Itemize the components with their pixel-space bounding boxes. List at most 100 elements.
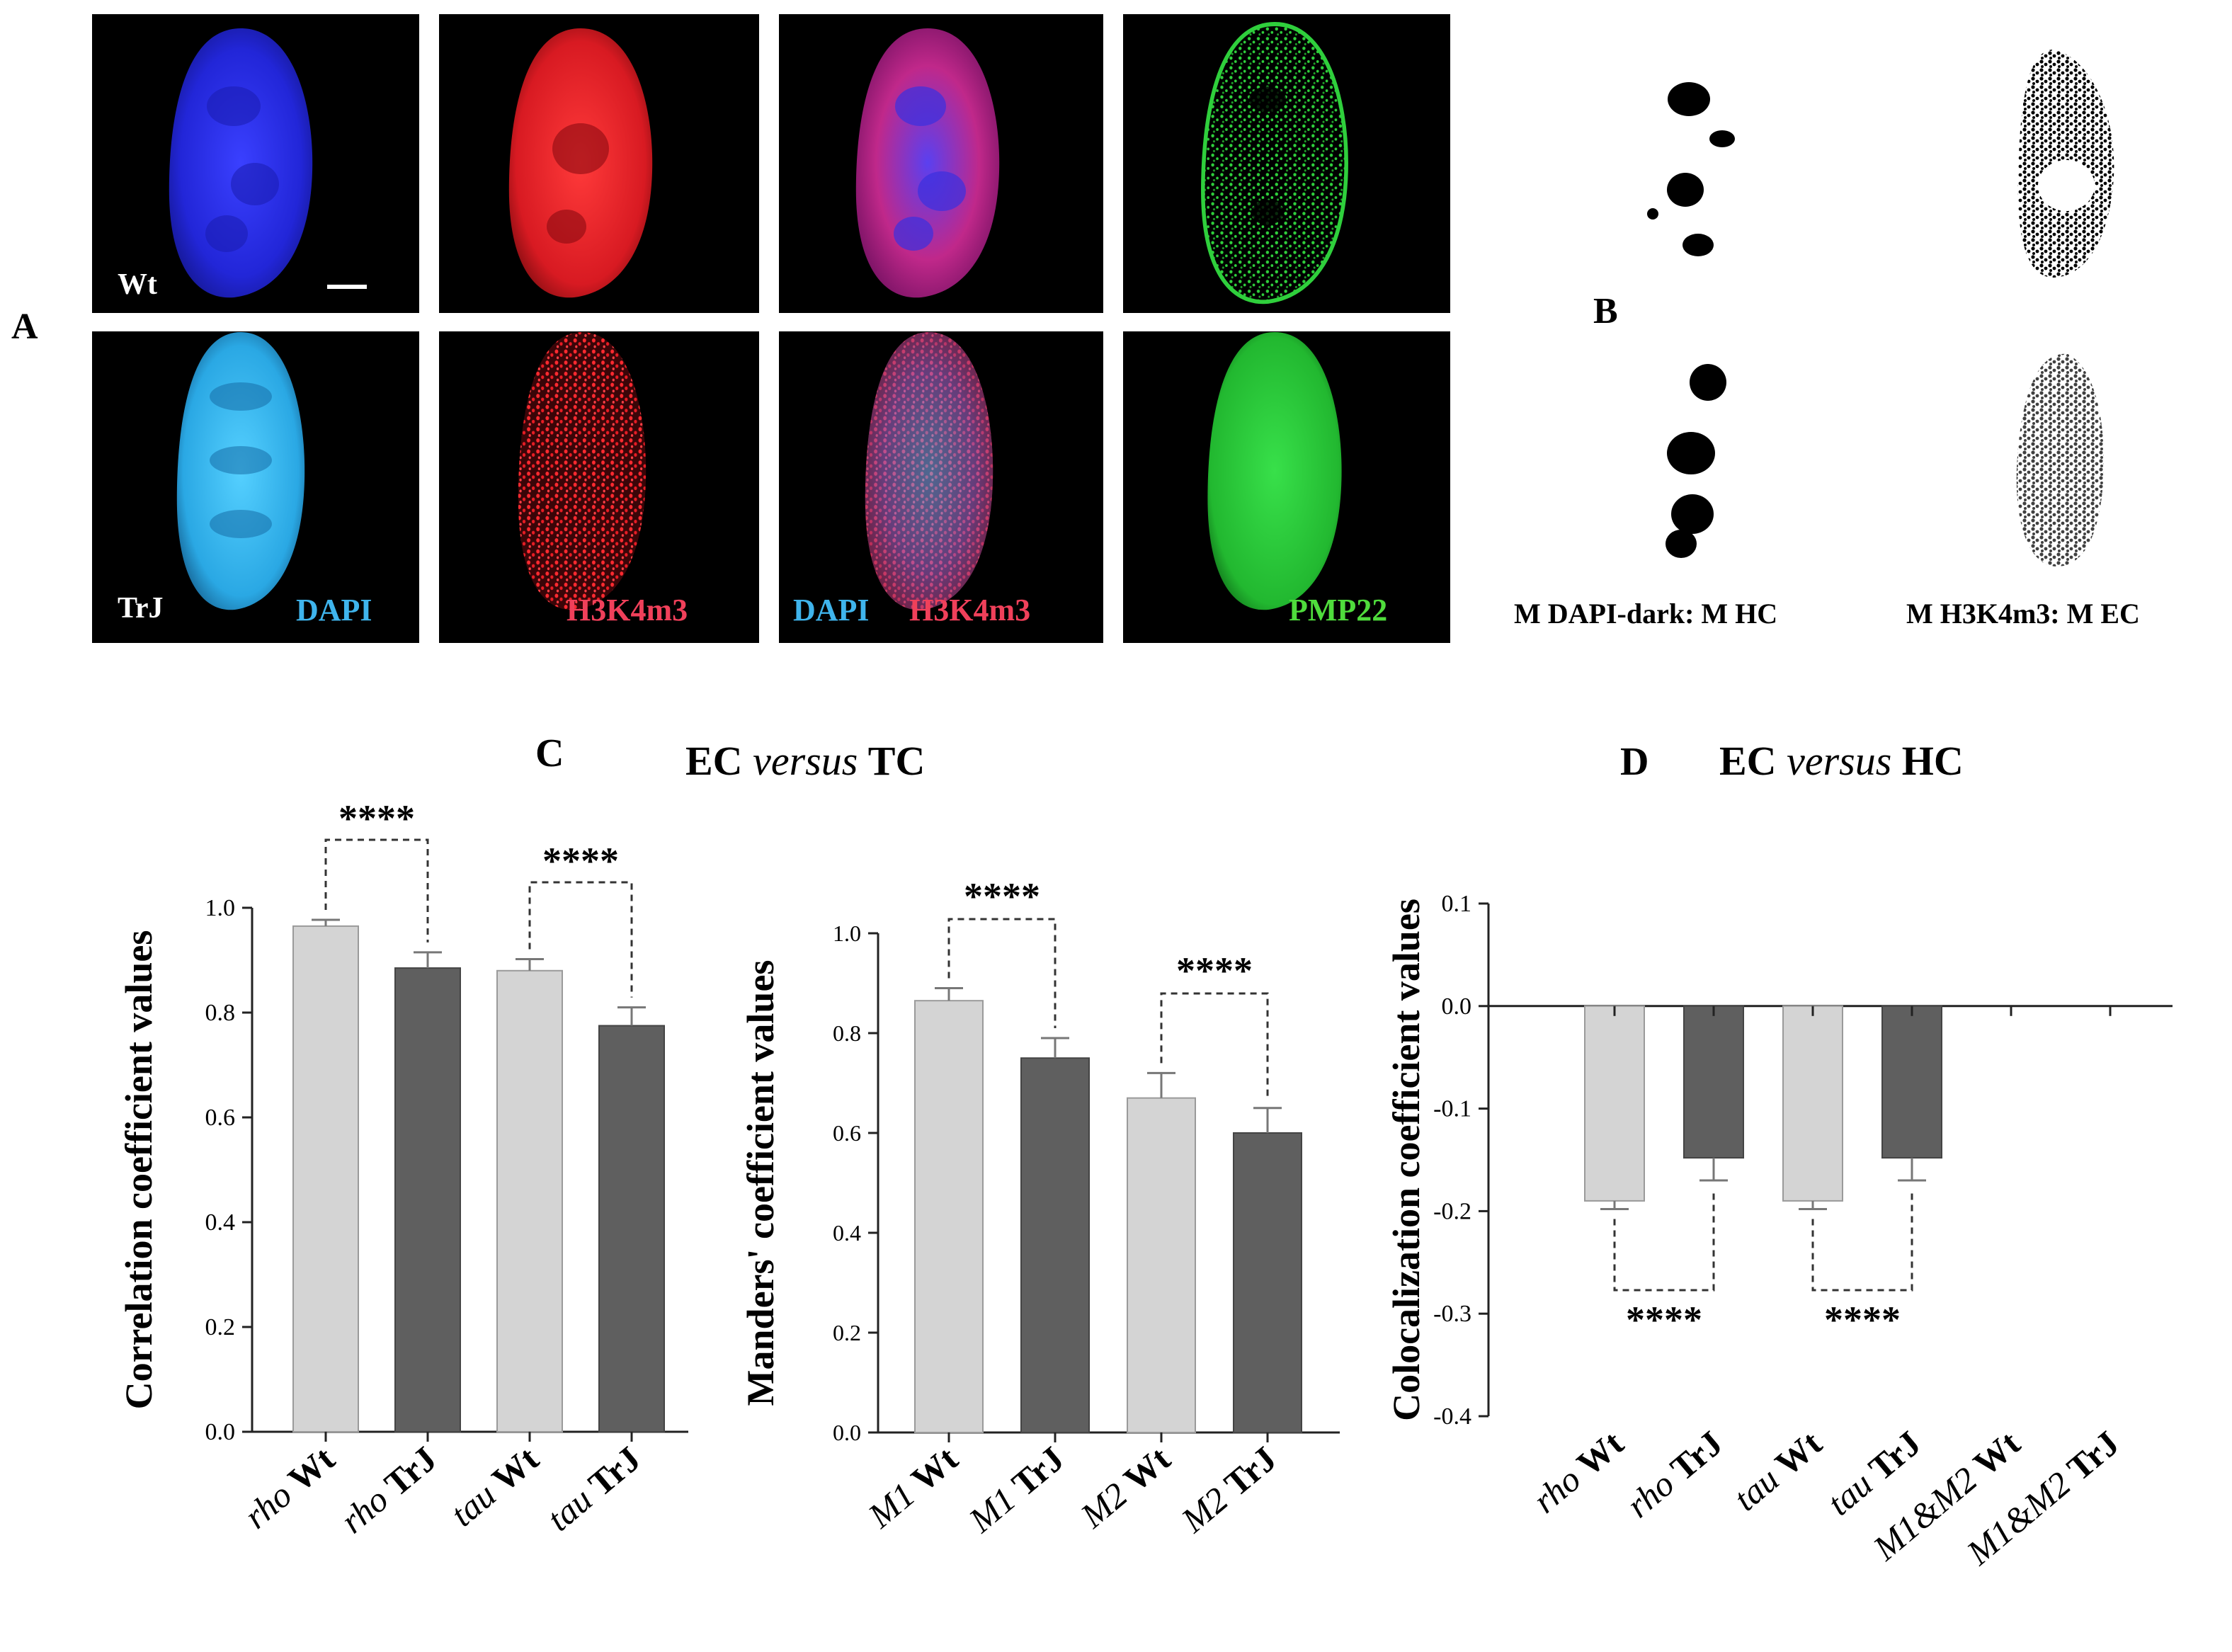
bar bbox=[1782, 1005, 1843, 1202]
bar bbox=[914, 1000, 984, 1434]
significance-label: **** bbox=[964, 875, 1040, 918]
y-tick-label: 0.2 bbox=[205, 1314, 236, 1340]
significance-line bbox=[1613, 1190, 1715, 1292]
micrograph-wt-pmp22 bbox=[1123, 14, 1450, 313]
trj-label: TrJ bbox=[118, 592, 164, 625]
chart-manders: 0.0 0.2 0.4 0.6 0.8 1.0 Manders' coefficient v… bbox=[739, 875, 1340, 1540]
y-tick-label: 1.0 bbox=[833, 921, 861, 946]
bar bbox=[1584, 1005, 1645, 1202]
y-tick-label: 0.4 bbox=[205, 1209, 236, 1236]
panel-b-letter: B bbox=[1593, 291, 1618, 331]
chart-colocalization: -0.4 -0.3 -0.2 -0.1 0.0 0.1 Colocalization coe… bbox=[1385, 891, 2173, 1573]
panel-c-title-b: versus bbox=[753, 738, 858, 784]
significance-label: **** bbox=[542, 840, 619, 882]
x-tick-label: rho Wt bbox=[1525, 1423, 1631, 1520]
y-tick-label: -0.1 bbox=[1433, 1096, 1471, 1122]
mask-caption-dapi-dark: M DAPI-dark: M HC bbox=[1514, 598, 1777, 630]
bar bbox=[1881, 1005, 1942, 1159]
significance-bracket: **** bbox=[528, 840, 633, 998]
bar bbox=[1127, 1097, 1196, 1434]
significance-label: **** bbox=[1176, 950, 1253, 992]
y-tick-label: 0.8 bbox=[205, 1000, 236, 1026]
x-tick-label: M1 Wt bbox=[860, 1438, 966, 1535]
panel-d-title-b: versus bbox=[1787, 738, 1891, 784]
bar bbox=[292, 925, 359, 1432]
significance-bracket: **** bbox=[1613, 1190, 1715, 1341]
significance-label: **** bbox=[338, 797, 415, 840]
wt-label: Wt bbox=[118, 268, 157, 301]
merge-dapi-label: DAPI bbox=[793, 593, 870, 627]
chart-correlation: 0.0 0.2 0.4 0.6 0.8 1.0 Correlation coefficien… bbox=[118, 797, 688, 1541]
y-tick-label: 0.0 bbox=[205, 1419, 236, 1445]
significance-bracket: **** bbox=[324, 797, 429, 942]
panel-c-heading: EC versus TC bbox=[685, 738, 925, 784]
micrograph-wt-h3k4m3 bbox=[439, 14, 759, 313]
panel-a: A Wt bbox=[11, 14, 1450, 643]
y-tick-label: 0.4 bbox=[833, 1220, 861, 1246]
micrograph-trj-dapi: TrJ DAPI bbox=[92, 331, 419, 643]
significance-line bbox=[324, 838, 429, 942]
significance-line bbox=[528, 881, 633, 998]
bar bbox=[1683, 1005, 1744, 1159]
x-tick-label: M2 Wt bbox=[1073, 1438, 1178, 1535]
micrograph-trj-merge: DAPI H3K4m3 bbox=[779, 331, 1103, 643]
y-axis-label: Manders' coefficient values bbox=[739, 960, 782, 1406]
mask-h3k4m3-wt bbox=[2017, 50, 2114, 278]
y-tick-label: 0.2 bbox=[833, 1320, 861, 1345]
panel-d-title: D EC versus HC bbox=[1620, 738, 1964, 784]
significance-line bbox=[1160, 992, 1269, 1098]
significance-bracket: **** bbox=[1811, 1190, 1913, 1341]
bar bbox=[394, 967, 461, 1432]
micrograph-wt-dapi: Wt bbox=[92, 14, 419, 313]
y-tick-label: -0.4 bbox=[1433, 1403, 1471, 1430]
bar bbox=[598, 1025, 665, 1432]
x-tick-label: rho TrJ bbox=[1619, 1423, 1730, 1525]
panel-d-letter: D bbox=[1620, 740, 1649, 784]
x-tick-label: tau TrJ bbox=[540, 1439, 648, 1539]
y-tick-label: 0.0 bbox=[1442, 993, 1472, 1020]
panel-c-title-c: TC bbox=[868, 738, 926, 784]
h3k4m3-channel-label: H3K4m3 bbox=[566, 593, 688, 627]
y-tick-label: 0.8 bbox=[833, 1020, 861, 1046]
panel-c-title: C EC versus TC bbox=[535, 731, 925, 784]
bar bbox=[496, 969, 563, 1433]
x-tick-label: M1 TrJ bbox=[961, 1439, 1071, 1541]
panel-b: B M DAPI-dark: M HC M H3K4m3: M EC bbox=[1514, 50, 2140, 630]
y-tick-label: -0.3 bbox=[1433, 1301, 1471, 1327]
micrograph-trj-pmp22: PMP22 bbox=[1123, 331, 1450, 643]
mask-caption-h3k4m3: M H3K4m3: M EC bbox=[1906, 598, 2140, 630]
bar bbox=[1020, 1057, 1090, 1433]
y-axis-label: Correlation coefficient values bbox=[118, 930, 160, 1410]
significance-line bbox=[1811, 1190, 1913, 1292]
panel-d-heading: EC versus HC bbox=[1719, 738, 1964, 784]
x-tick-label: tau Wt bbox=[1726, 1423, 1829, 1518]
y-tick-label: 1.0 bbox=[205, 895, 236, 921]
micrograph-trj-h3k4m3: H3K4m3 bbox=[439, 331, 759, 643]
y-axis-label: Colocalization coefficient values bbox=[1385, 899, 1428, 1421]
y-tick-label: 0.1 bbox=[1442, 891, 1472, 917]
merge-h3k4m3-label: H3K4m3 bbox=[909, 593, 1030, 627]
x-tick-label: M2 TrJ bbox=[1173, 1439, 1284, 1541]
y-tick-label: 0.6 bbox=[833, 1120, 861, 1146]
bar bbox=[1233, 1132, 1302, 1433]
y-tick-label: 0.6 bbox=[205, 1105, 236, 1131]
significance-label: **** bbox=[1626, 1299, 1702, 1341]
pmp22-channel-label: PMP22 bbox=[1289, 593, 1387, 627]
significance-bracket: **** bbox=[947, 875, 1057, 1029]
panel-c-title-a: EC bbox=[685, 738, 743, 784]
micrograph-wt-merge bbox=[779, 14, 1103, 313]
significance-bracket: **** bbox=[1160, 950, 1269, 1098]
y-tick-label: 0.0 bbox=[833, 1420, 861, 1445]
panel-d-title-c: HC bbox=[1902, 738, 1964, 784]
panel-d-title-a: EC bbox=[1719, 738, 1777, 784]
dapi-channel-label: DAPI bbox=[296, 593, 372, 627]
mask-dapi-dark-trj bbox=[1666, 364, 1726, 558]
y-tick-label: -0.2 bbox=[1433, 1198, 1471, 1224]
x-tick-label: tau Wt bbox=[443, 1438, 546, 1534]
scale-bar bbox=[327, 285, 367, 289]
mask-dapi-dark-wt bbox=[1647, 82, 1735, 256]
significance-label: **** bbox=[1824, 1299, 1901, 1341]
x-tick-label: rho Wt bbox=[237, 1438, 342, 1536]
significance-line bbox=[947, 918, 1057, 1029]
